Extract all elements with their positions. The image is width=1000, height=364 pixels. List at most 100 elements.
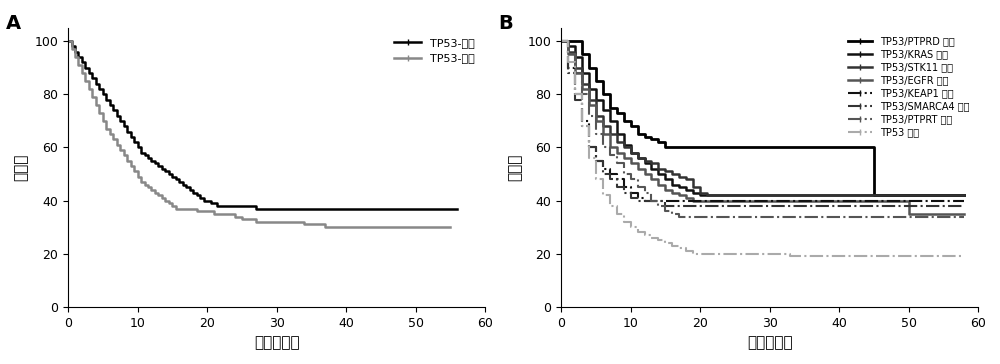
Line: TP53/KEAP1 突变: TP53/KEAP1 突变 [561, 41, 964, 201]
TP53/SMARCA4 突变 [833, 204, 845, 208]
X-axis label: 时间（月）: 时间（月） [254, 335, 299, 350]
TP53/KEAP1 突变 [833, 198, 845, 203]
TP53-野生 [437, 225, 449, 229]
TP53/EGFR 突变 [903, 212, 915, 216]
Line: TP53/SMARCA4 突变: TP53/SMARCA4 突变 [561, 41, 964, 206]
TP53/EGFR 突变 [652, 177, 664, 182]
TP53/EGFR 突变 [659, 188, 671, 192]
TP53-突变 [62, 39, 74, 43]
TP53/KEAP1 突变 [958, 198, 970, 203]
Line: TP53-突变: TP53-突变 [68, 41, 457, 209]
TP53/SMARCA4 突变 [625, 190, 637, 195]
TP53/PTPRD 突变 [937, 193, 949, 197]
TP53-野生 [319, 225, 331, 229]
TP53/STK11 突变 [583, 98, 595, 102]
TP53/KRAS 突变 [673, 185, 685, 190]
TP53/STK11 突变 [590, 113, 602, 118]
TP53 突变 [659, 241, 671, 245]
TP53/SMARCA4 突变 [611, 177, 623, 182]
Line: TP53/KRAS 突变: TP53/KRAS 突变 [561, 41, 964, 195]
Text: A: A [5, 14, 21, 33]
TP53 突变 [590, 177, 602, 182]
TP53/PTPRT 突变 [958, 214, 970, 219]
TP53-野生 [156, 193, 168, 197]
Text: B: B [499, 14, 513, 33]
TP53/SMARCA4 突变 [958, 204, 970, 208]
TP53/KEAP1 突变 [673, 198, 685, 203]
Legend: TP53-突变, TP53-野生: TP53-突变, TP53-野生 [389, 33, 480, 68]
TP53/STK11 突变 [555, 39, 567, 43]
TP53/PTPRD 突变 [958, 193, 970, 197]
TP53/PTPRT 突变 [736, 214, 748, 219]
TP53/KEAP1 突变 [555, 39, 567, 43]
TP53/PTPRT 突变 [673, 214, 685, 219]
TP53 突变 [583, 156, 595, 160]
TP53/KRAS 突变 [937, 193, 949, 197]
TP53/PTPRT 突变 [958, 214, 970, 219]
TP53/PTPRT 突变 [618, 161, 630, 166]
TP53-突变 [72, 50, 84, 54]
TP53-野生 [62, 39, 74, 43]
TP53/PTPRT 突变 [666, 209, 678, 213]
TP53/EGFR 突变 [590, 119, 602, 123]
TP53/KRAS 突变 [958, 193, 970, 197]
Line: TP53/EGFR 突变: TP53/EGFR 突变 [561, 41, 964, 214]
TP53 突变 [958, 254, 970, 258]
TP53/KRAS 突变 [743, 193, 755, 197]
TP53/KRAS 突变 [708, 193, 720, 197]
TP53/STK11 突变 [903, 193, 915, 197]
TP53-突变 [135, 151, 147, 155]
TP53/PTPRT 突变 [555, 39, 567, 43]
TP53/SMARCA4 突变 [555, 39, 567, 43]
TP53/PTPRT 突变 [659, 204, 671, 208]
Line: TP53/PTPRT 突变: TP53/PTPRT 突变 [561, 41, 964, 217]
TP53-野生 [257, 219, 269, 224]
Y-axis label: 总生存: 总生存 [507, 154, 522, 181]
TP53/SMARCA4 突变 [659, 204, 671, 208]
Line: TP53 突变: TP53 突变 [561, 41, 964, 256]
TP53-突变 [222, 204, 234, 208]
TP53/KEAP1 突变 [625, 185, 637, 190]
TP53/PTPRD 突变 [652, 137, 664, 142]
TP53-突变 [250, 206, 262, 211]
TP53-突变 [163, 172, 175, 176]
TP53-野生 [191, 206, 203, 211]
Legend: TP53/PTPRD 突变, TP53/KRAS 突变, TP53/STK11 突变, TP53/EGFR 突变, TP53/KEAP1 突变, TP53/SM: TP53/PTPRD 突变, TP53/KRAS 突变, TP53/STK11 … [844, 33, 973, 141]
Line: TP53-野生: TP53-野生 [68, 41, 450, 227]
X-axis label: 时间（月）: 时间（月） [747, 335, 792, 350]
TP53/KRAS 突变 [694, 193, 706, 197]
TP53/PTPRD 突变 [611, 106, 623, 110]
TP53/EGFR 突变 [583, 103, 595, 107]
TP53/KEAP1 突变 [937, 198, 949, 203]
TP53/KRAS 突变 [625, 151, 637, 155]
TP53/STK11 突变 [701, 193, 713, 197]
TP53/PTPRD 突变 [673, 145, 685, 150]
TP53/KEAP1 突变 [639, 198, 651, 203]
TP53/STK11 突变 [958, 193, 970, 197]
TP53-野生 [243, 217, 255, 221]
Line: TP53/PTPRD 突变: TP53/PTPRD 突变 [561, 41, 964, 195]
TP53/PTPRD 突变 [868, 193, 880, 197]
TP53/EGFR 突变 [903, 198, 915, 203]
TP53 突变 [764, 252, 776, 256]
TP53-突变 [76, 60, 88, 65]
TP53/EGFR 突变 [750, 198, 762, 203]
TP53/EGFR 突变 [958, 212, 970, 216]
TP53-突变 [451, 206, 463, 211]
TP53/STK11 突变 [764, 193, 776, 197]
TP53/PTPRD 突变 [833, 145, 845, 150]
Y-axis label: 总生存: 总生存 [14, 154, 29, 181]
TP53-突变 [354, 206, 366, 211]
TP53/EGFR 突变 [555, 39, 567, 43]
TP53 突变 [784, 254, 796, 258]
TP53/PTPRT 突变 [625, 172, 637, 176]
TP53/PTPRD 突变 [625, 119, 637, 123]
TP53/PTPRD 突变 [555, 39, 567, 43]
TP53/SMARCA4 突变 [652, 198, 664, 203]
TP53-野生 [444, 225, 456, 229]
TP53/STK11 突变 [652, 161, 664, 166]
TP53-野生 [291, 219, 303, 224]
TP53/SMARCA4 突变 [937, 204, 949, 208]
TP53/KRAS 突变 [562, 44, 574, 49]
TP53/KEAP1 突变 [611, 172, 623, 176]
